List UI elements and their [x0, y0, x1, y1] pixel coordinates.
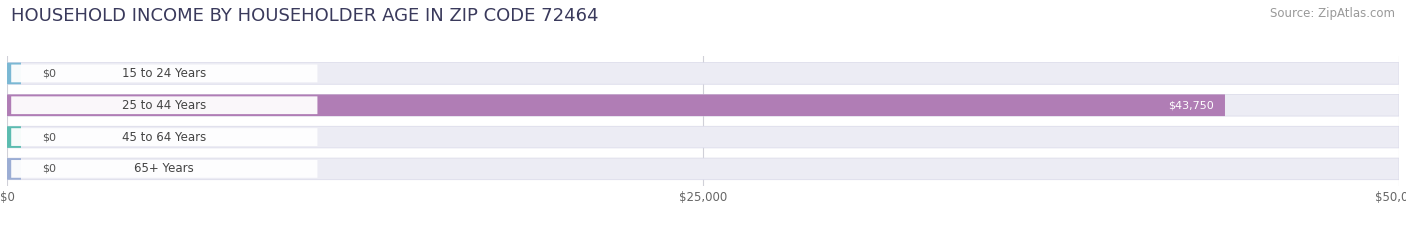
Text: $0: $0 — [42, 164, 56, 174]
FancyBboxPatch shape — [11, 128, 318, 146]
Text: 45 to 64 Years: 45 to 64 Years — [122, 130, 207, 144]
FancyBboxPatch shape — [7, 63, 21, 84]
FancyBboxPatch shape — [7, 94, 1399, 116]
Text: $0: $0 — [42, 69, 56, 79]
FancyBboxPatch shape — [7, 63, 1399, 84]
FancyBboxPatch shape — [7, 94, 1225, 116]
Text: HOUSEHOLD INCOME BY HOUSEHOLDER AGE IN ZIP CODE 72464: HOUSEHOLD INCOME BY HOUSEHOLDER AGE IN Z… — [11, 7, 599, 25]
Text: $43,750: $43,750 — [1168, 100, 1213, 110]
FancyBboxPatch shape — [7, 158, 21, 180]
FancyBboxPatch shape — [7, 126, 1399, 148]
FancyBboxPatch shape — [7, 126, 21, 148]
FancyBboxPatch shape — [11, 160, 318, 178]
FancyBboxPatch shape — [7, 158, 1399, 180]
Text: 25 to 44 Years: 25 to 44 Years — [122, 99, 207, 112]
Text: 65+ Years: 65+ Years — [135, 162, 194, 175]
FancyBboxPatch shape — [11, 96, 318, 114]
Text: Source: ZipAtlas.com: Source: ZipAtlas.com — [1270, 7, 1395, 20]
Text: 15 to 24 Years: 15 to 24 Years — [122, 67, 207, 80]
FancyBboxPatch shape — [11, 65, 318, 82]
Text: $0: $0 — [42, 132, 56, 142]
